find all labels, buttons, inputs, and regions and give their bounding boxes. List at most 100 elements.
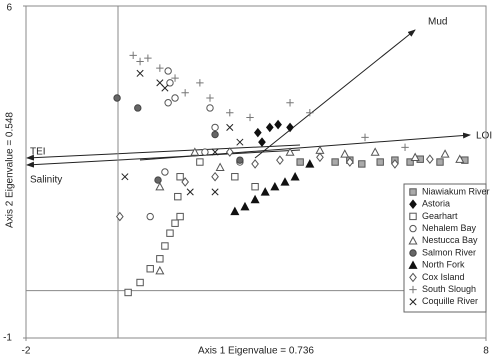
- legend-marker: [409, 272, 417, 283]
- legend-label: North Fork: [422, 260, 465, 270]
- point: [211, 148, 219, 156]
- legend-label: Coquille River: [422, 296, 478, 306]
- legend-marker: [409, 212, 417, 221]
- point: [345, 157, 354, 167]
- point: [155, 181, 165, 191]
- point: [231, 173, 239, 181]
- point: [146, 212, 154, 221]
- legend-box: [403, 183, 487, 313]
- y-tick-label: -1: [3, 333, 12, 344]
- point: [211, 130, 219, 139]
- point: [246, 113, 254, 122]
- point: [176, 173, 184, 181]
- point: [155, 265, 165, 275]
- legend-marker: [408, 260, 418, 269]
- point: [410, 152, 420, 161]
- point: [154, 176, 162, 184]
- legend-marker: [408, 236, 418, 245]
- point: [171, 74, 179, 82]
- point: [401, 143, 409, 152]
- y-axis-title: Axis 2 Eigenvalue = 0.548: [5, 112, 16, 228]
- point: [260, 187, 270, 196]
- point: [286, 99, 294, 107]
- point: [253, 127, 262, 138]
- point: [186, 188, 194, 196]
- point: [406, 158, 414, 166]
- point: [258, 137, 266, 147]
- x-axis-title: Axis 1 Eigenvalue = 0.736: [198, 346, 314, 357]
- legend-label: Cox Island: [422, 272, 465, 282]
- point: [166, 229, 174, 237]
- point: [144, 54, 152, 62]
- point: [156, 64, 164, 72]
- point: [270, 181, 280, 191]
- point: [196, 158, 204, 166]
- point: [440, 149, 450, 158]
- annotation: TEI: [30, 147, 46, 158]
- legend-label: Salmon River: [422, 247, 476, 257]
- legend-marker: [409, 224, 417, 233]
- point: [215, 162, 225, 171]
- point: [436, 158, 444, 166]
- legend-label: Gearhart: [422, 211, 458, 221]
- point: [285, 147, 295, 156]
- point: [361, 133, 369, 142]
- point: [226, 123, 234, 131]
- point: [391, 159, 399, 169]
- point: [164, 99, 172, 107]
- point: [211, 123, 219, 132]
- point: [265, 122, 274, 133]
- point: [171, 94, 179, 102]
- point: [316, 152, 324, 163]
- point: [206, 94, 214, 102]
- point: [226, 109, 234, 117]
- x-tick-label: 8: [483, 346, 489, 357]
- legend-marker: [409, 298, 417, 306]
- point: [115, 211, 124, 222]
- point: [236, 138, 244, 146]
- point: [236, 156, 244, 164]
- point: [426, 154, 434, 164]
- vector-arrow: [26, 149, 301, 168]
- legend-label: Nehalem Bay: [422, 223, 477, 233]
- point: [201, 148, 209, 156]
- legend-label: Astoria: [422, 199, 450, 209]
- point: [240, 201, 250, 211]
- legend-label: Nestucca Bay: [422, 235, 478, 245]
- vectors: [26, 29, 471, 168]
- point: [250, 194, 260, 204]
- legend-marker: [409, 249, 417, 257]
- point: [251, 159, 259, 169]
- legend-marker: [409, 188, 417, 196]
- legend-marker: [409, 285, 417, 294]
- point: [121, 173, 129, 181]
- point: [370, 147, 380, 156]
- point: [331, 158, 339, 166]
- vector-arrow: [26, 144, 301, 161]
- point: [196, 79, 204, 87]
- point: [136, 278, 144, 287]
- point: [171, 219, 179, 227]
- point: [190, 147, 200, 156]
- point: [176, 212, 184, 221]
- point: [306, 109, 314, 117]
- point: [161, 84, 169, 92]
- point: [113, 94, 121, 102]
- point: [166, 79, 174, 87]
- point: [211, 188, 219, 196]
- point: [129, 51, 137, 60]
- vector-arrow: [254, 29, 416, 159]
- point: [276, 155, 284, 165]
- point: [455, 154, 465, 163]
- x-tick-label: -2: [22, 346, 31, 357]
- point: [136, 57, 144, 66]
- legend-marker: [409, 199, 417, 210]
- point: [286, 122, 294, 133]
- point: [376, 158, 384, 166]
- point: [124, 288, 132, 297]
- point: [358, 160, 366, 168]
- point: [290, 171, 300, 181]
- point: [164, 67, 172, 75]
- point: [340, 149, 350, 158]
